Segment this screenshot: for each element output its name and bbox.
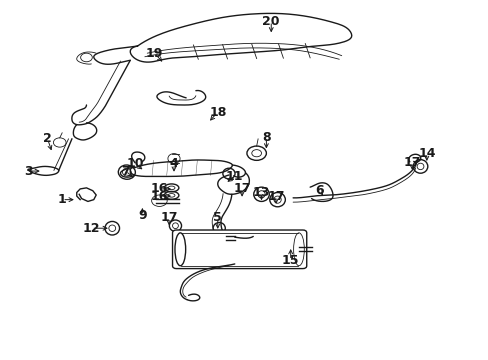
Text: 13: 13 xyxy=(252,186,270,199)
Text: 7: 7 xyxy=(121,165,129,177)
Text: 17: 17 xyxy=(267,190,285,203)
Text: 6: 6 xyxy=(315,184,324,197)
Text: 11: 11 xyxy=(225,170,243,183)
Text: 16: 16 xyxy=(150,183,168,195)
Text: 12: 12 xyxy=(82,222,100,235)
Text: 5: 5 xyxy=(213,211,222,224)
Text: 15: 15 xyxy=(282,254,299,267)
Text: 2: 2 xyxy=(43,132,52,145)
Text: 14: 14 xyxy=(417,147,435,160)
Text: 16: 16 xyxy=(150,190,168,203)
Text: 1: 1 xyxy=(58,193,66,206)
Text: 19: 19 xyxy=(145,47,163,60)
Text: 20: 20 xyxy=(262,14,280,27)
Text: 17: 17 xyxy=(233,183,250,195)
Text: 18: 18 xyxy=(209,105,226,119)
Text: 17: 17 xyxy=(403,156,420,168)
Text: 9: 9 xyxy=(138,209,146,222)
Text: 17: 17 xyxy=(160,211,178,224)
Text: 4: 4 xyxy=(169,157,178,170)
Text: 10: 10 xyxy=(126,157,143,170)
Text: 3: 3 xyxy=(24,165,32,177)
FancyBboxPatch shape xyxy=(172,230,306,269)
Text: 8: 8 xyxy=(262,131,270,144)
